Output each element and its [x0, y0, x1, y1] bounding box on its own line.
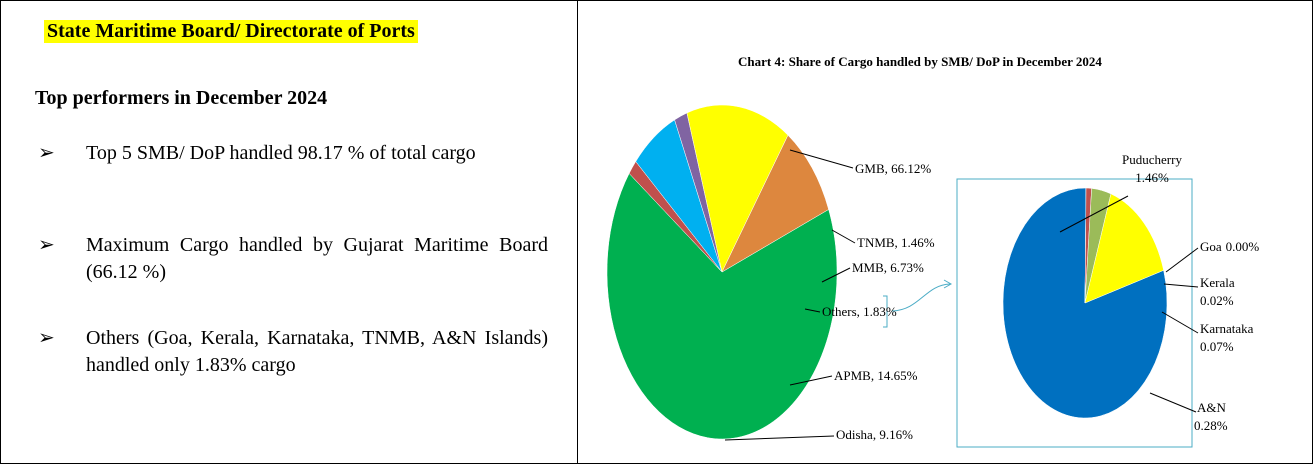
leader-line	[821, 267, 851, 283]
leader-line	[1059, 195, 1129, 233]
value-label: 0.07%	[1200, 339, 1234, 354]
leader-line	[1163, 283, 1199, 288]
value-label: 1.46%	[1135, 170, 1169, 185]
chart-title: Chart 4: Share of Cargo handled by SMB/ …	[738, 54, 1102, 69]
leader-line	[1161, 311, 1199, 334]
value-label: 0.28%	[1194, 418, 1228, 433]
data-label: Others, 1.83%	[822, 304, 897, 319]
data-label: Odisha, 9.16%	[836, 427, 913, 442]
bullet: ➢ Top 5 SMB/ DoP handled 98.17 % of total…	[38, 140, 548, 167]
category-label: Kerala	[1200, 275, 1235, 290]
bracket	[883, 295, 888, 328]
bullet-text: Others (Goa, Kerala, Karnataka, TNMB, A&…	[86, 327, 548, 376]
leader-line	[724, 435, 835, 441]
pie-slice	[686, 104, 789, 273]
secondary-box	[956, 178, 1193, 448]
bullet: ➢ Maximum Cargo handled by Gujarat Mariti…	[38, 232, 548, 286]
leader-line	[831, 229, 856, 244]
cell-divider	[577, 0, 578, 464]
bullet: ➢ Others (Goa, Kerala, Karnataka, TNMB, A…	[38, 325, 548, 379]
leader-line	[789, 375, 833, 386]
data-label: APMB, 14.65%	[834, 368, 918, 383]
value-label: 0.02%	[1200, 293, 1234, 308]
heading: Top performers in December 2024	[35, 87, 328, 109]
pie-slice	[606, 173, 838, 440]
pie-slice	[721, 134, 829, 273]
bullet-text: Top 5 SMB/ DoP handled 98.17 % of total …	[86, 142, 476, 164]
data-label: Goa 0.00%	[1200, 239, 1259, 254]
leader-line	[1149, 392, 1197, 413]
pie-slice	[1084, 193, 1164, 304]
category-label: Karnataka	[1200, 321, 1254, 336]
leader-line	[804, 308, 821, 313]
section-header: State Maritime Board/ Directorate of Por…	[44, 20, 418, 43]
leader-line	[789, 149, 854, 169]
leader-line	[1165, 247, 1199, 273]
bullet-text: Maximum Cargo handled by Gujarat Maritim…	[86, 234, 548, 283]
arrow-head	[943, 279, 953, 289]
category-label: A&N	[1197, 400, 1227, 415]
data-label: MMB, 6.73%	[852, 260, 924, 275]
value-label: 0.00%	[1226, 239, 1260, 254]
category-label: Goa	[1200, 239, 1222, 254]
data-label: GMB, 66.12%	[855, 161, 931, 176]
category-label: Puducherry	[1122, 152, 1182, 167]
connector-arrow	[891, 283, 951, 312]
data-label: TNMB, 1.46%	[857, 235, 935, 250]
